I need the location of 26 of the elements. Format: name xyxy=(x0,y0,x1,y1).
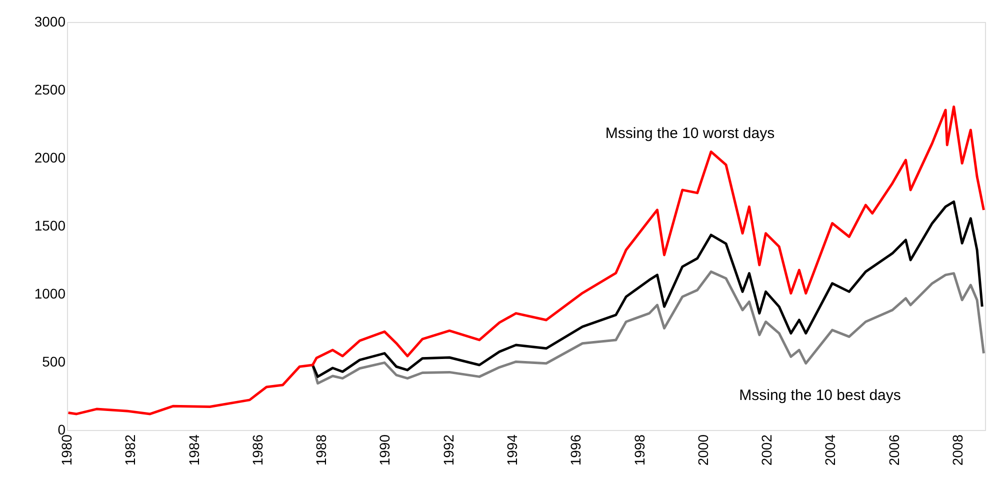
annotation: Mssing the 10 worst days xyxy=(605,125,775,142)
x-tick-label: 2002 xyxy=(758,434,775,466)
x-tick-label: 2000 xyxy=(694,434,711,466)
x-tick-label: 1980 xyxy=(58,434,74,466)
x-tick-label: 1986 xyxy=(249,434,266,466)
x-tick-label: 1984 xyxy=(186,434,202,466)
annotation: Mssing the 10 best days xyxy=(739,387,901,404)
x-tick-label: 1990 xyxy=(376,434,393,466)
x-tick-label: 2004 xyxy=(822,434,838,466)
x-tick-label: 1998 xyxy=(631,434,648,466)
y-tick-label: 1000 xyxy=(34,286,66,302)
x-tick-label: 2006 xyxy=(886,434,902,466)
x-tick-label: 2008 xyxy=(949,434,966,466)
y-tick-label: 1500 xyxy=(34,218,66,234)
x-tick-label: 1994 xyxy=(504,434,520,466)
x-tick-label: 1988 xyxy=(313,434,330,466)
x-tick-label: 1982 xyxy=(122,434,138,466)
y-tick-label: 2000 xyxy=(34,150,66,166)
x-tick-label: 1992 xyxy=(440,434,456,466)
line-series xyxy=(67,105,985,416)
y-tick-label: 500 xyxy=(42,354,66,370)
y-tick-label: 2500 xyxy=(34,82,66,98)
y-tick-label: 3000 xyxy=(34,14,66,30)
x-tick-label: 1996 xyxy=(568,434,584,466)
line-series xyxy=(311,270,985,385)
line-series xyxy=(311,200,984,378)
